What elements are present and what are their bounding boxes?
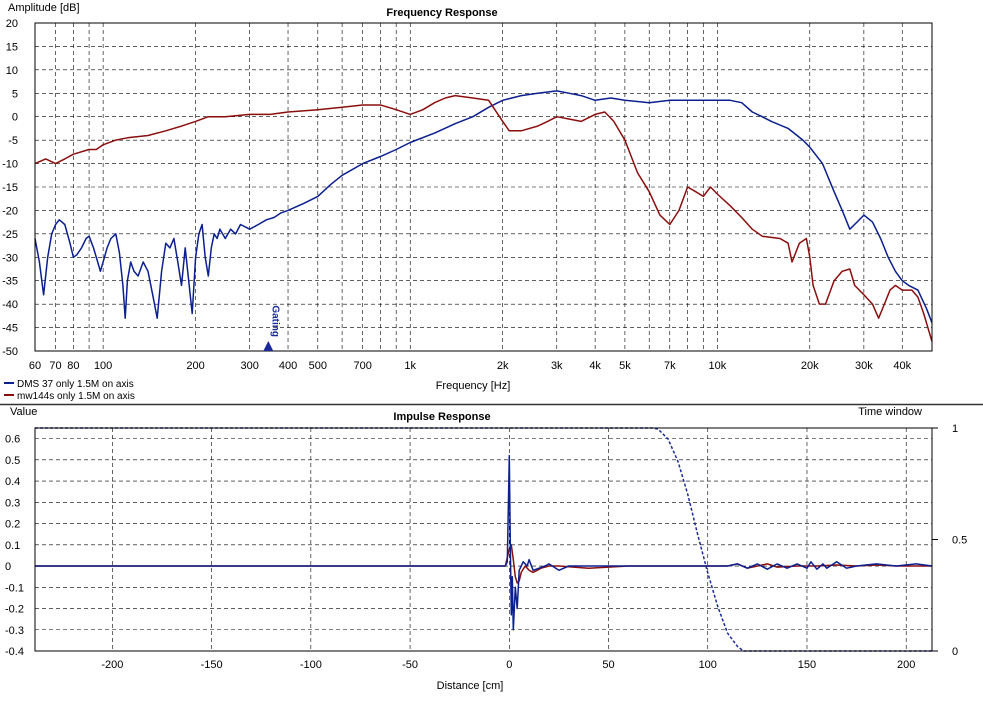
fr-y-tick-label: -50 — [2, 346, 18, 358]
ir-right-tick-label: 0 — [952, 646, 958, 658]
ir-right-tick-label: 1 — [952, 423, 958, 435]
fr-grid — [35, 22, 932, 352]
fr-x-tick-label: 300 — [240, 360, 258, 372]
fr-y-tick-label: -25 — [2, 229, 18, 241]
ir-chart-title: Impulse Response — [393, 411, 490, 423]
fr-x-tick-labels: 60 70 80 100 200 300 400 500 700 1k 2k 3k 4k 5k 7k 10k 2… — [29, 360, 912, 372]
fr-x-tick-label: 10k — [708, 360, 726, 372]
ir-y-tick-label: 0.5 — [5, 455, 20, 467]
ir-x-tick-label: 200 — [897, 659, 915, 671]
fr-x-tick-label: 7k — [664, 360, 676, 372]
fr-series-line-1 — [34, 90, 933, 324]
fr-y-tick-label: 20 — [6, 18, 18, 30]
fr-x-axis-label: Frequency [Hz] — [436, 380, 511, 392]
ir-y-tick-label: -0.1 — [5, 582, 24, 594]
legend-label-series-1: DMS 37 only 1.5M on axis — [17, 379, 134, 390]
ir-x-tick-label: -100 — [300, 659, 322, 671]
ir-y-tick-label: -0.2 — [5, 604, 24, 616]
fr-x-tick-label: 80 — [67, 360, 79, 372]
ir-y-tick-label: 0.4 — [5, 476, 20, 488]
ir-x-tick-label: 50 — [602, 659, 614, 671]
ir-x-tick-label: -50 — [402, 659, 418, 671]
fr-y-tick-label: 15 — [6, 41, 18, 53]
ir-y-axis-label: Value — [10, 406, 37, 418]
ir-x-tick-label: -200 — [101, 659, 123, 671]
ir-right-tick-label: 0.5 — [952, 535, 967, 547]
ir-x-tick-label: 150 — [798, 659, 816, 671]
fr-x-tick-label: 200 — [186, 360, 204, 372]
fr-x-tick-label: 4k — [589, 360, 601, 372]
fr-y-axis-label: Amplitude [dB] — [8, 2, 80, 14]
frequency-response-panel: Amplitude [dB] Frequency Response 20 15 10… — [2, 2, 933, 402]
fr-x-tick-label: 70 — [49, 360, 61, 372]
fr-y-tick-label: 0 — [12, 112, 18, 124]
fr-x-tick-label: 2k — [497, 360, 509, 372]
fr-x-tick-label: 500 — [309, 360, 327, 372]
gating-arrow-icon — [263, 341, 274, 351]
fr-x-tick-label: 30k — [855, 360, 873, 372]
fr-x-tick-label: 40k — [893, 360, 911, 372]
ir-y-tick-label: -0.4 — [5, 646, 24, 658]
fr-x-tick-label: 60 — [29, 360, 41, 372]
ir-y-tick-label: 0.6 — [5, 434, 20, 446]
ir-x-tick-label: 100 — [699, 659, 717, 671]
ir-x-axis-label: Distance [cm] — [437, 680, 504, 692]
fr-y-tick-label: -45 — [2, 323, 18, 335]
fr-x-tick-label: 5k — [619, 360, 631, 372]
ir-x-tick-label: -150 — [201, 659, 223, 671]
fr-chart-title: Frequency Response — [386, 7, 497, 19]
fr-series-lines — [34, 90, 933, 342]
ir-x-tick-labels: -200 -150 -100 -50 0 50 100 150 200 — [101, 659, 915, 671]
fr-y-tick-label: -5 — [8, 135, 18, 147]
fr-y-tick-label: -35 — [2, 276, 18, 288]
fr-y-tick-label: -30 — [2, 252, 18, 264]
fr-y-tick-label: -40 — [2, 299, 18, 311]
fr-x-tick-label: 20k — [801, 360, 819, 372]
gating-marker[interactable]: Gating — [263, 305, 280, 351]
ir-series-line-1 — [35, 454, 933, 631]
fr-x-tick-label: 400 — [279, 360, 297, 372]
gating-label: Gating — [269, 305, 280, 337]
ir-right-tick-labels: 10.50 — [932, 423, 967, 658]
legend-label-series-2: mw144s only 1.5M on axis — [17, 391, 135, 402]
ir-y-tick-labels: 0.6 0.5 0.4 0.3 0.2 0.1 0 -0.1 -0.2 -0.3 -0.4 — [5, 434, 24, 658]
fr-y-tick-label: -20 — [2, 205, 18, 217]
ir-series-lines — [35, 427, 933, 652]
impulse-response-panel: Value Impulse Response Time window 0.60.… — [5, 406, 967, 692]
fr-y-tick-label: 10 — [6, 65, 18, 77]
ir-y-tick-label: 0.2 — [5, 519, 20, 531]
fr-y-tick-label: -10 — [2, 159, 18, 171]
ir-y-tick-label: 0.3 — [5, 497, 20, 509]
fr-x-tick-label: 3k — [551, 360, 563, 372]
ir-y-tick-label: 0 — [5, 561, 11, 573]
fr-x-tick-label: 700 — [353, 360, 371, 372]
ir-y-tick-label: -0.3 — [5, 625, 24, 637]
ir-x-tick-label: 0 — [506, 659, 512, 671]
ir-time-window-curve — [35, 427, 932, 652]
ir-right-axis-label: Time window — [858, 406, 922, 418]
fr-legend: DMS 37 only 1.5M on axis mw144s only 1.5… — [4, 379, 135, 402]
fr-y-tick-label: -15 — [2, 182, 18, 194]
fr-y-tick-label: 5 — [12, 88, 18, 100]
fr-x-tick-label: 1k — [404, 360, 416, 372]
ir-y-tick-label: 0.1 — [5, 540, 20, 552]
fr-plot-frame — [34, 22, 933, 352]
fr-x-tick-label: 100 — [94, 360, 112, 372]
ir-series-line-2 — [35, 544, 932, 584]
fr-y-tick-labels: 20 15 10 5 0 -5 -10 -15 -20 -25 -30 -35 -40 -45 -50 — [2, 18, 18, 358]
fr-series-line-2 — [34, 94, 933, 342]
